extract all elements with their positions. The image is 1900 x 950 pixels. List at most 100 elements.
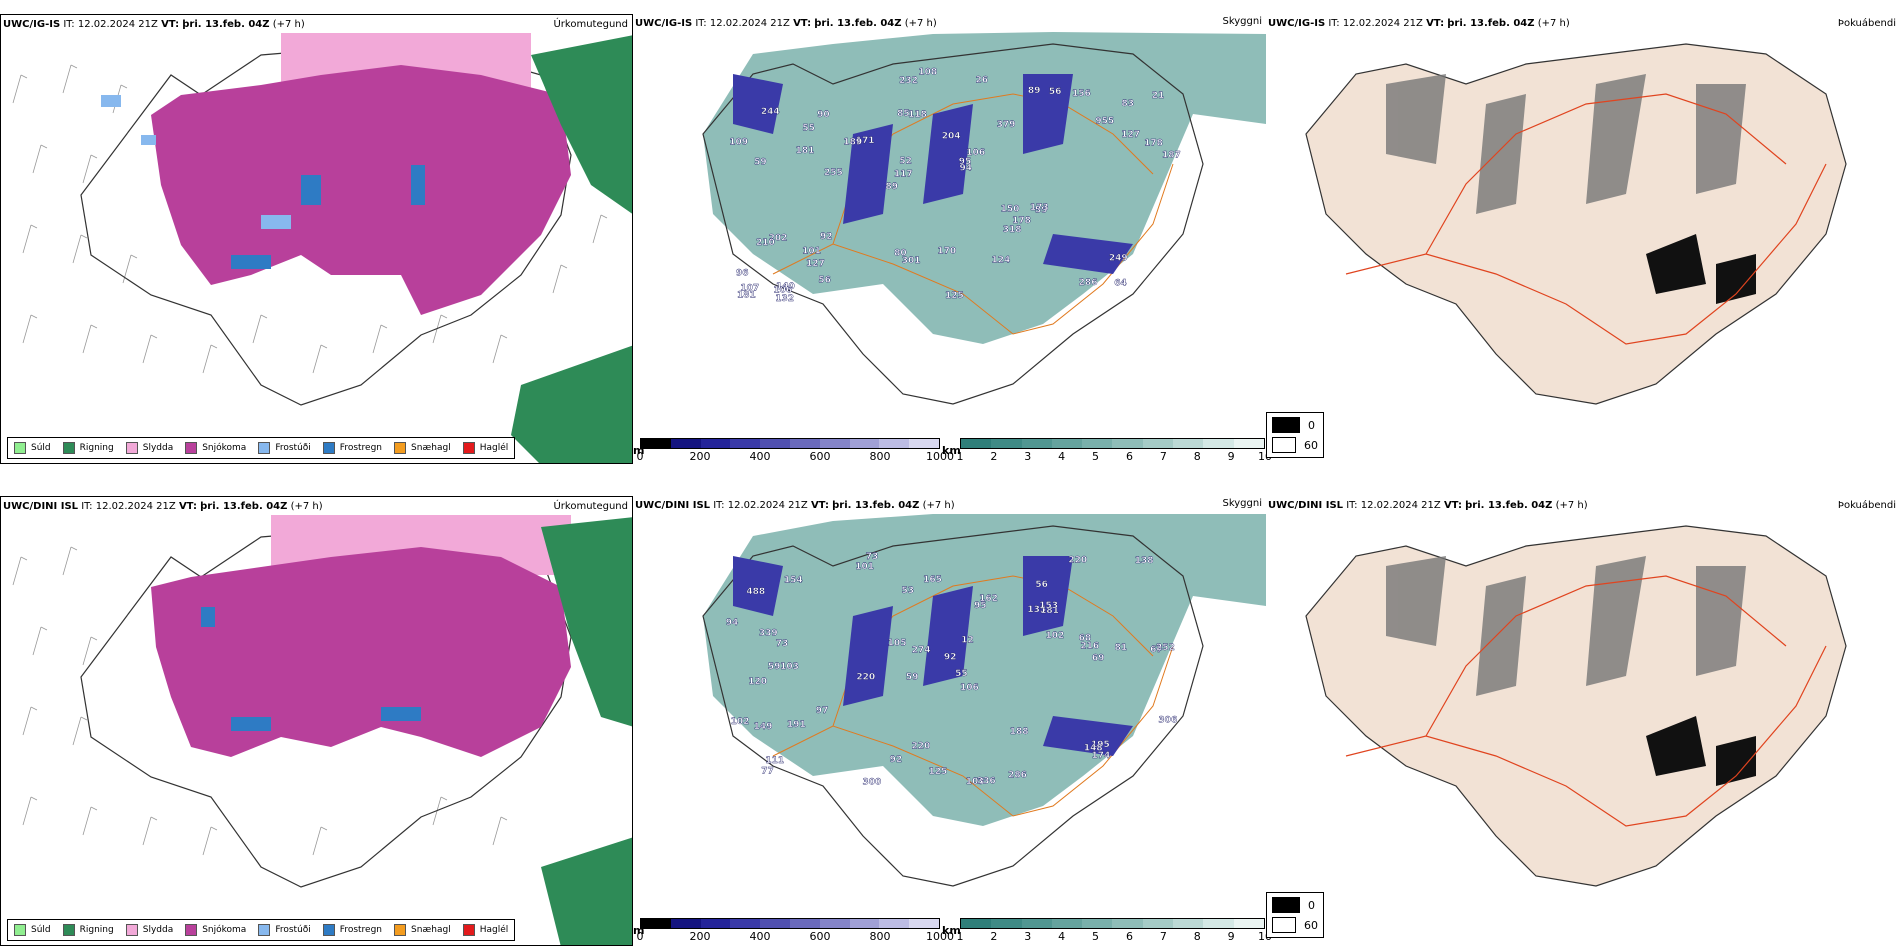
scale-segment	[730, 439, 761, 448]
scale-tick-label: 400	[749, 930, 771, 943]
scale-segment	[1142, 439, 1174, 448]
fog-panel-top: UWC/IG-IS IT: 12.02.2024 21Z VT: þri. 13…	[1266, 14, 1900, 464]
visibility-panel-top: 64 59 83 89 379 140 85 204 202 171 96 127 118 106 59 24…	[633, 14, 1266, 464]
rain-area-ne	[531, 35, 632, 214]
ceiling-value-label: 306	[1158, 716, 1177, 726]
ceiling-value-label: 106	[773, 286, 792, 296]
scale-segment	[1203, 919, 1234, 928]
ceiling-value-label: 318	[1003, 225, 1022, 235]
scale-segment	[670, 919, 701, 928]
visibility-map-bottom: 7356675910610348813512095927710122010333…	[702, 514, 1266, 887]
ceiling-value-label: 244	[761, 107, 780, 117]
ceiling-value-label: 127	[1121, 130, 1140, 140]
scale-segment	[849, 919, 880, 928]
ceiling-value-label: 89	[1028, 86, 1041, 96]
scale-segment	[700, 439, 731, 448]
scale-tick-label: 9	[1227, 450, 1235, 463]
scale-segment	[1173, 439, 1204, 448]
scale-tick-label: 9	[1227, 930, 1235, 943]
ceiling-value-label: 55	[802, 124, 815, 134]
fog-legend-top: 0 60	[1266, 412, 1324, 458]
ceiling-value-label: 149	[754, 722, 773, 732]
ceiling-value-label: 232	[899, 76, 918, 86]
legend-swatch	[462, 924, 475, 936]
visibility-map-top: 64 59 83 89 379 140 85 204 202 171 96 127 118 106 59 24…	[702, 32, 1266, 405]
ceiling-value-label: 220	[1068, 556, 1087, 566]
visibility-scale-labels: 1 2 3 4 5 6 7 8 9 10	[956, 449, 1273, 463]
ceiling-scale-labels: 0 200 400 600 800 1000	[637, 929, 955, 943]
precip-legend: Súld Rigning Slydda Snjókoma Frostúði Fr…	[7, 437, 516, 459]
ceiling-value-label: 181	[1040, 606, 1059, 616]
panel-header: UWC/DINI ISL IT: 12.02.2024 21Z VT: þri.…	[3, 501, 323, 512]
ceiling-value-label: 77	[761, 766, 774, 776]
visibility-panel-bottom: 73 56 67 59 106 103 488 135 120 95 92 77 101 220 103 33…	[633, 496, 1266, 946]
rain-area-se	[541, 837, 632, 945]
ceiling-value-label: 148	[1084, 743, 1103, 753]
scale-segment	[909, 439, 939, 448]
scale-tick-label: 6	[1125, 450, 1133, 463]
fog-swatch-black	[1272, 897, 1300, 913]
ceiling-value-label: 92	[890, 755, 903, 765]
scale-tick-label: 4	[1058, 930, 1066, 943]
scale-tick-label: 800	[869, 930, 891, 943]
precip-map-bottom	[12, 515, 632, 945]
scale-segment	[1233, 919, 1264, 928]
panel-title: Úrkomutegund	[553, 501, 628, 512]
scale-tick-label: 4	[1058, 450, 1066, 463]
ceiling-value-label: 64	[1114, 279, 1127, 289]
ceiling-value-label: 12	[961, 635, 974, 645]
ceiling-value-label: 300	[863, 778, 882, 788]
ceiling-value-label: 252	[1156, 643, 1175, 653]
precip-panel-bottom: UWC/DINI ISL IT: 12.02.2024 21Z VT: þri.…	[0, 496, 633, 946]
panel-title: Skyggni	[1222, 498, 1262, 509]
ceiling-value-label: 59	[754, 158, 767, 168]
freezing-rain-patches	[231, 165, 425, 269]
scale-segment	[641, 439, 671, 448]
visibility-unit-top: km	[942, 444, 961, 457]
ceiling-value-label: 132	[775, 294, 794, 304]
ceiling-value-label: 301	[902, 256, 921, 266]
ceiling-value-label: 118	[908, 110, 927, 120]
scale-segment	[670, 439, 701, 448]
ceiling-value-label: 111	[765, 756, 784, 766]
scale-segment	[730, 919, 761, 928]
fog-shading	[1386, 556, 1746, 696]
ceiling-value-label: 220	[856, 673, 875, 683]
panel-title: Þokuábendi	[1837, 500, 1896, 511]
ceiling-value-label: 103	[780, 662, 799, 672]
scale-segment	[961, 439, 992, 448]
precip-map-top	[12, 33, 632, 463]
legend-swatch	[62, 924, 75, 936]
visibility-field	[703, 32, 1266, 344]
scale-segment	[1021, 439, 1052, 448]
scale-tick-label: 1	[956, 930, 964, 943]
scale-segment	[991, 439, 1022, 448]
ceiling-value-label: 81	[1115, 643, 1128, 653]
ceiling-scale-labels: 0 200 400 600 800 1000	[637, 449, 955, 463]
legend-swatch	[462, 442, 475, 454]
ceiling-value-label: 106	[966, 148, 985, 158]
ceiling-value-label: 21	[1152, 91, 1165, 101]
low-ceiling-areas	[733, 556, 1133, 756]
land-outline	[80, 526, 572, 888]
ceiling-value-label: 101	[855, 562, 874, 572]
ceiling-value-label: 103	[966, 777, 985, 787]
land-outline	[702, 43, 1204, 405]
ceiling-value-label: 165	[923, 575, 942, 585]
legend-swatch	[394, 924, 407, 936]
ceiling-value-label: 181	[796, 146, 815, 156]
panel-title: Þokuábendi	[1837, 18, 1896, 29]
ceiling-value-label: 178	[1012, 216, 1031, 226]
panel-title: Úrkomutegund	[553, 19, 628, 30]
ceiling-value-label: 69	[1092, 653, 1105, 663]
ceiling-value-label: 216	[1080, 642, 1099, 652]
land-outline	[702, 525, 1204, 887]
legend-swatch	[62, 442, 75, 454]
scale-tick-label: 1	[956, 450, 964, 463]
scale-segment	[909, 919, 939, 928]
ceiling-value-label: 59	[1035, 206, 1048, 216]
ceiling-value-label: 336	[977, 776, 996, 786]
ceiling-value-label: 95	[974, 601, 987, 611]
scale-tick-label: 8	[1193, 930, 1201, 943]
fog-swatch-white	[1272, 917, 1296, 933]
